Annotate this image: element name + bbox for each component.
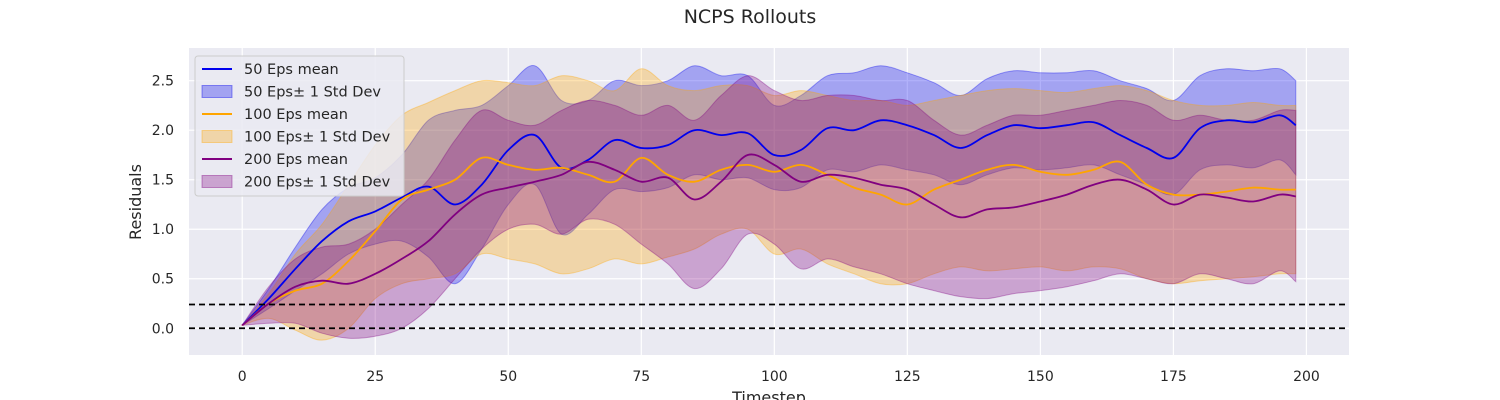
- mean-lines: [241, 114, 1297, 326]
- mean-line-1: [241, 156, 1296, 326]
- legend-label: 50 Eps± 1 Std Dev: [244, 85, 381, 101]
- x-tick-label: 200: [1293, 369, 1320, 385]
- chart-title: NCPS Rollouts: [684, 6, 817, 28]
- std-band-0: [241, 65, 1297, 326]
- legend-label: 200 Eps± 1 Std Dev: [244, 175, 391, 191]
- mean-line-2: [241, 153, 1296, 326]
- std-bands: [240, 65, 1297, 341]
- y-axis-label: Residuals: [126, 164, 145, 240]
- x-tick-label: 75: [632, 369, 650, 385]
- x-tick-label: 175: [1160, 369, 1187, 385]
- tick-labels: 0 25 50 75 100 125 150 175 200 0.0 0.5 1.0 1.5 2.0 2.5: [152, 74, 1320, 385]
- x-tick-label: 150: [1027, 369, 1054, 385]
- y-tick-label: 2.5: [152, 74, 174, 90]
- legend-band-swatch: [201, 175, 233, 188]
- y-tick-label: 0.5: [152, 272, 174, 288]
- legend: 50 Eps mean 50 Eps± 1 Std Dev 100 Eps mean…: [194, 55, 405, 197]
- mean-line-0: [241, 114, 1297, 326]
- x-tick-label: 125: [894, 369, 921, 385]
- y-tick-label: 1.5: [152, 173, 174, 189]
- reference-lines: [189, 303, 1349, 330]
- x-tick-label: 25: [366, 369, 384, 385]
- legend-band-swatch: [201, 130, 233, 143]
- x-tick-label: 50: [499, 369, 517, 385]
- legend-label: 100 Eps± 1 Std Dev: [244, 130, 391, 146]
- y-tick-label: 0.0: [152, 321, 174, 337]
- legend-label: 200 Eps mean: [244, 152, 348, 168]
- x-tick-label: 100: [761, 369, 788, 385]
- x-axis-label: Timestep: [731, 388, 806, 400]
- legend-label: 50 Eps mean: [244, 62, 339, 78]
- y-tick-label: 2.0: [152, 123, 174, 139]
- x-tick-label: 0: [238, 369, 247, 385]
- legend-box: [194, 55, 405, 197]
- legend-label: 100 Eps mean: [244, 107, 348, 123]
- y-tick-label: 1.0: [152, 222, 174, 238]
- legend-band-swatch: [201, 85, 233, 98]
